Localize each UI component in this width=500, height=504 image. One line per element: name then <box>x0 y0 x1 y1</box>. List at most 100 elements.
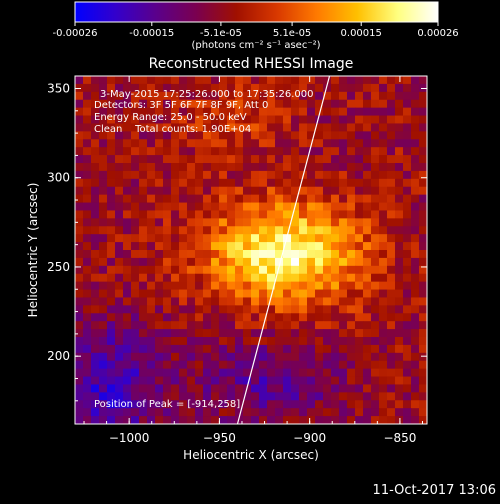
heatmap-cell <box>75 91 84 101</box>
heatmap-cell <box>291 83 300 93</box>
heatmap-cell <box>195 155 204 164</box>
heatmap-cell <box>203 257 212 267</box>
heatmap-cell <box>347 352 356 362</box>
heatmap-cell <box>75 337 84 346</box>
heatmap-cell <box>355 321 364 330</box>
heatmap-cell <box>235 250 244 259</box>
heatmap-cell <box>315 123 324 132</box>
heatmap-cell <box>171 392 180 401</box>
heatmap-cell <box>211 186 220 196</box>
heatmap-cell <box>363 210 372 219</box>
heatmap-cell <box>395 392 404 401</box>
heatmap-cell <box>411 210 420 219</box>
heatmap-cell <box>267 321 276 330</box>
heatmap-cell <box>347 76 356 85</box>
heatmap-cell <box>395 257 404 267</box>
heatmap-cell <box>347 329 356 338</box>
heatmap-cell <box>259 368 268 377</box>
heatmap-cell <box>299 329 308 338</box>
heatmap-cell <box>163 170 172 180</box>
heatmap-cell <box>379 313 388 322</box>
heatmap-cell <box>323 186 332 196</box>
heatmap-cell <box>227 139 236 148</box>
heatmap-cell <box>299 344 308 354</box>
heatmap-cell <box>315 344 324 354</box>
heatmap-cell <box>363 257 372 267</box>
heatmap-cell <box>163 257 172 267</box>
heatmap-cell <box>291 115 300 124</box>
heatmap-cell <box>339 242 348 251</box>
heatmap-cell <box>83 218 92 227</box>
heatmap-cell <box>147 226 156 235</box>
heatmap-cell <box>339 107 348 116</box>
heatmap-cell <box>251 131 260 140</box>
heatmap-cell <box>411 99 420 109</box>
heatmap-cell <box>99 392 108 401</box>
heatmap-cell <box>91 281 100 290</box>
heatmap-cell <box>299 76 308 85</box>
heatmap-cell <box>195 170 204 180</box>
heatmap-cell <box>147 139 156 148</box>
heatmap-cell <box>251 163 260 172</box>
heatmap-cell <box>387 139 396 148</box>
heatmap-cell <box>379 218 388 227</box>
heatmap-cell <box>347 305 356 314</box>
heatmap-cell <box>347 163 356 172</box>
heatmap-cell <box>123 170 132 180</box>
heatmap-cell <box>235 210 244 219</box>
heatmap-cell <box>115 131 124 140</box>
heatmap-cell <box>131 257 140 267</box>
heatmap-cell <box>395 234 404 243</box>
heatmap-cell <box>387 297 396 306</box>
heatmap-cell <box>235 368 244 377</box>
heatmap-cell <box>171 91 180 101</box>
heatmap-cell <box>163 83 172 93</box>
heatmap-cell <box>139 289 148 298</box>
heatmap-cell <box>163 91 172 101</box>
heatmap-cell <box>203 321 212 330</box>
heatmap-cell <box>83 202 92 211</box>
heatmap-cell <box>259 250 268 259</box>
heatmap-cell <box>387 337 396 346</box>
heatmap-cell <box>203 202 212 211</box>
heatmap-cell <box>275 321 284 330</box>
heatmap-cell <box>275 155 284 164</box>
heatmap-cell <box>419 226 427 235</box>
heatmap-cell <box>347 194 356 203</box>
heatmap-cell <box>323 384 332 393</box>
heatmap-cell <box>379 178 388 188</box>
heatmap-cell <box>331 178 340 188</box>
heatmap-cell <box>291 352 300 362</box>
heatmap-cell <box>307 281 316 290</box>
heatmap-cell <box>315 329 324 338</box>
heatmap-cell <box>123 139 132 148</box>
heatmap-cell <box>371 281 380 290</box>
heatmap-cell <box>339 257 348 267</box>
heatmap-cell <box>179 321 188 330</box>
heatmap-cell <box>283 155 292 164</box>
heatmap-cell <box>123 289 132 298</box>
heatmap-cell <box>331 257 340 267</box>
heatmap-cell <box>355 384 364 393</box>
heatmap-cell <box>251 368 260 377</box>
heatmap-cell <box>347 178 356 188</box>
heatmap-cell <box>387 281 396 290</box>
heatmap-cell <box>403 321 412 330</box>
heatmap-cell <box>75 139 84 148</box>
heatmap-cell <box>307 76 316 85</box>
heatmap-cell <box>411 368 420 377</box>
heatmap-cell <box>299 163 308 172</box>
heatmap-cell <box>283 139 292 148</box>
heatmap-cell <box>75 257 84 267</box>
heatmap-cell <box>251 99 260 109</box>
heatmap-cell <box>363 273 372 283</box>
heatmap-cell <box>195 250 204 259</box>
heatmap-cell <box>323 139 332 148</box>
heatmap-cell <box>227 257 236 267</box>
heatmap-cell <box>371 194 380 203</box>
heatmap-cell <box>187 91 196 101</box>
heatmap-cell <box>107 170 116 180</box>
heatmap-cell <box>163 242 172 251</box>
heatmap-cell <box>323 400 332 409</box>
heatmap-cell <box>283 392 292 401</box>
